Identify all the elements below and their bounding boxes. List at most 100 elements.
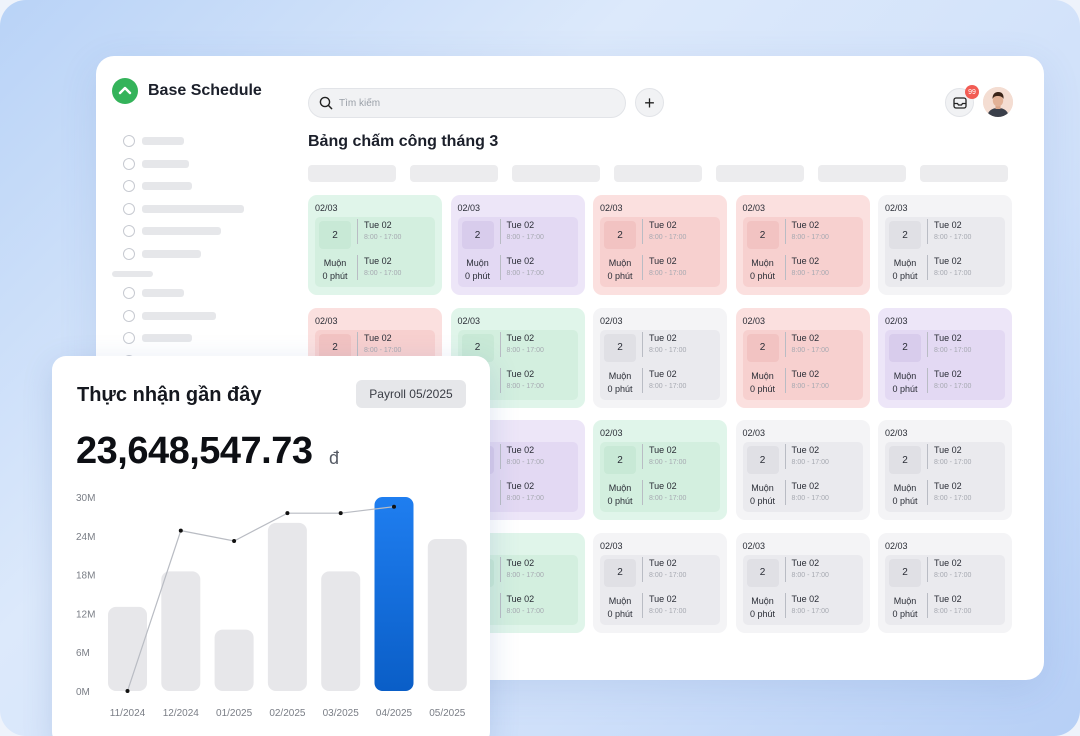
radio-icon <box>123 202 135 215</box>
skeleton-label <box>142 249 201 258</box>
shift-day: Tue 02 <box>364 256 392 266</box>
sidebar-item[interactable] <box>123 243 244 266</box>
shift-slot[interactable]: Tue 02 8:00 - 17:00 <box>927 556 1001 582</box>
late-label: Muộn <box>608 595 632 606</box>
inbox-button[interactable]: 99 <box>945 85 979 117</box>
shift-slot[interactable]: Tue 02 8:00 - 17:00 <box>784 556 859 582</box>
shift-slot[interactable]: Tue 02 8:00 - 17:00 <box>784 592 859 618</box>
search-bar[interactable] <box>308 88 626 118</box>
add-button[interactable]: + <box>635 88 664 117</box>
shift-day: Tue 02 <box>934 256 962 266</box>
shift-slot[interactable]: Tue 02 8:00 - 17:00 <box>927 219 1001 244</box>
bar[interactable] <box>161 571 201 691</box>
avatar[interactable] <box>983 87 1013 117</box>
shift-slot[interactable]: Tue 02 8:00 - 17:00 <box>499 219 574 244</box>
shift-slot[interactable]: Tue 02 8:00 - 17:00 <box>357 331 431 357</box>
shift-slot[interactable]: Tue 02 8:00 - 17:00 <box>499 255 574 280</box>
payroll-period-chip[interactable]: Payroll 05/2025 <box>356 380 466 408</box>
sidebar-item[interactable] <box>123 198 244 221</box>
shift-slot[interactable]: Tue 02 8:00 - 17:00 <box>499 480 574 505</box>
card-date: 02/03 <box>885 540 908 551</box>
card-date: 02/03 <box>315 315 338 326</box>
bar[interactable] <box>427 539 467 691</box>
shift-slot[interactable]: Tue 02 8:00 - 17:00 <box>784 331 859 357</box>
shift-slot[interactable]: Tue 02 8:00 - 17:00 <box>927 592 1001 618</box>
shift-slot[interactable]: Tue 02 8:00 - 17:00 <box>927 444 1001 469</box>
shift-slot[interactable]: Tue 02 8:00 - 17:00 <box>784 444 859 469</box>
card-body: 2 Muộn 0 phút Tue 02 8:00 - 17:00 Tue 02 8:00 … <box>885 554 1005 625</box>
shift-slot[interactable]: Tue 02 8:00 - 17:00 <box>642 556 716 582</box>
sidebar-item[interactable] <box>123 220 244 243</box>
shift-day: Tue 02 <box>934 557 962 568</box>
card-date: 02/03 <box>885 203 908 213</box>
sidebar-item[interactable] <box>123 130 244 153</box>
search-input[interactable] <box>339 97 599 109</box>
late-info: Muộn 0 phút <box>319 257 351 283</box>
shift-slot[interactable]: Tue 02 8:00 - 17:00 <box>357 219 431 244</box>
sidebar-item[interactable] <box>123 282 216 305</box>
shift-slot[interactable]: Tue 02 8:00 - 17:00 <box>927 367 1001 393</box>
late-label: Muộn <box>608 370 632 381</box>
bar[interactable] <box>108 606 147 691</box>
shift-slot[interactable]: Tue 02 8:00 - 17:00 <box>499 556 574 582</box>
sidebar-item[interactable] <box>123 153 244 176</box>
sidebar-item[interactable] <box>123 175 244 198</box>
card-body: 2 Muộn 0 phút Tue 02 8:00 - 17:00 Tue 02 8:00 … <box>742 442 863 512</box>
card-date: 02/03 <box>742 315 766 326</box>
shift-slot[interactable]: Tue 02 8:00 - 17:00 <box>642 331 716 357</box>
shift-slot[interactable]: Tue 02 8:00 - 17:00 <box>642 255 716 280</box>
shift-slot[interactable]: Tue 02 8:00 - 17:00 <box>784 219 859 244</box>
shift-slot[interactable]: Tue 02 8:00 - 17:00 <box>499 367 574 393</box>
shift-time: 8:00 - 17:00 <box>506 270 544 277</box>
bar[interactable] <box>214 629 254 691</box>
shift-slot[interactable]: Tue 02 8:00 - 17:00 <box>642 592 716 618</box>
shift-slot[interactable]: Tue 02 8:00 - 17:00 <box>642 219 716 244</box>
shift-slot[interactable]: Tue 02 8:00 - 17:00 <box>642 444 716 469</box>
bar-highlighted[interactable] <box>374 497 414 691</box>
shift-slot[interactable]: Tue 02 8:00 - 17:00 <box>642 367 716 393</box>
shift-time: 8:00 - 17:00 <box>649 459 687 466</box>
shift-slot[interactable]: Tue 02 8:00 - 17:00 <box>927 331 1001 357</box>
payroll-title: Thực nhận gần đây <box>77 384 262 406</box>
bar[interactable] <box>267 522 307 691</box>
shift-slot[interactable]: Tue 02 8:00 - 17:00 <box>642 480 716 505</box>
shift-slot[interactable]: Tue 02 8:00 - 17:00 <box>357 255 431 280</box>
shift-day: Tue 02 <box>791 445 820 455</box>
shift-slot[interactable]: Tue 02 8:00 - 17:00 <box>927 480 1001 505</box>
shift-count: 2 <box>889 221 921 249</box>
shift-time: 8:00 - 17:00 <box>506 607 544 615</box>
shift-slot[interactable]: Tue 02 8:00 - 17:00 <box>927 255 1001 280</box>
logo[interactable]: Base Schedule <box>112 78 262 104</box>
bar[interactable] <box>321 571 361 691</box>
late-info: Muộn 0 phút <box>747 482 779 508</box>
sidebar-item[interactable] <box>123 305 216 328</box>
shift-slot[interactable]: Tue 02 8:00 - 17:00 <box>499 331 574 357</box>
x-tick-label: 03/2025 <box>323 708 360 719</box>
sidebar-item[interactable] <box>123 327 216 350</box>
shift-slot[interactable]: Tue 02 8:00 - 17:00 <box>784 255 859 280</box>
shift-slot[interactable]: Tue 02 8:00 - 17:00 <box>784 480 859 505</box>
shift-slot[interactable]: Tue 02 8:00 - 17:00 <box>499 444 574 469</box>
shift-slot[interactable]: Tue 02 8:00 - 17:00 <box>784 367 859 393</box>
shift-day: Tue 02 <box>791 332 820 343</box>
column-header-placeholder <box>308 165 396 182</box>
shift-day: Tue 02 <box>506 332 535 343</box>
column-header-placeholder <box>410 165 498 182</box>
payroll-card: Thực nhận gần đây Payroll 05/2025 23,648… <box>52 356 490 736</box>
late-value: 0 phút <box>892 608 918 619</box>
shift-slot[interactable]: Tue 02 8:00 - 17:00 <box>499 592 574 618</box>
